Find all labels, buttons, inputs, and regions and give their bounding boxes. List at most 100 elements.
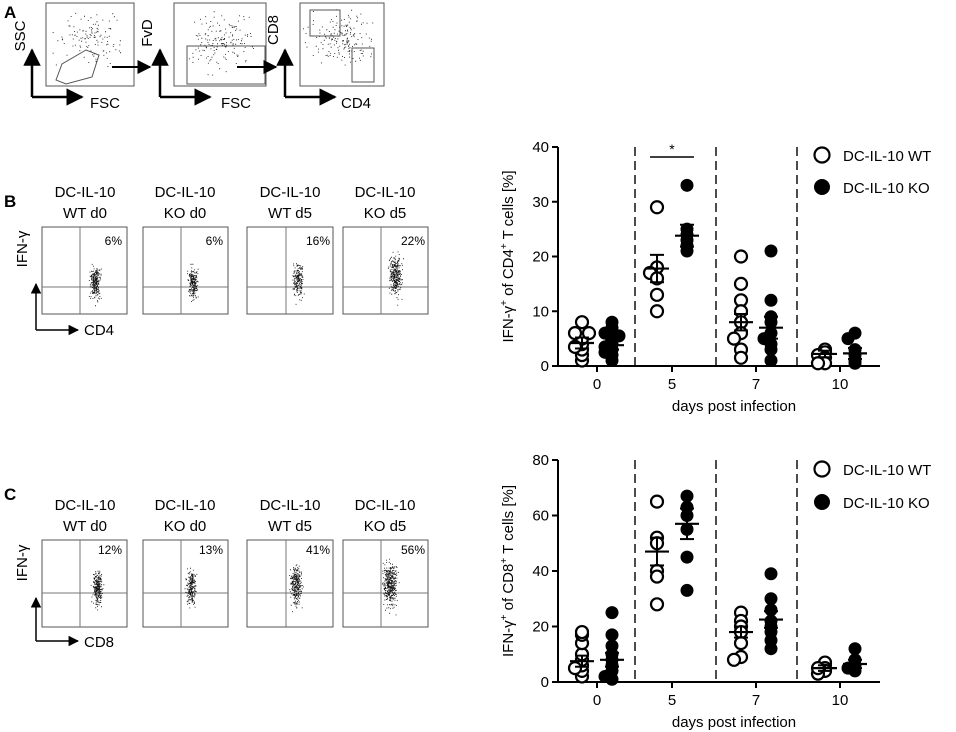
- plot-title-line-2: KO d5: [364, 518, 407, 535]
- scatter-dots: [184, 567, 198, 609]
- plot-frame: [41, 539, 128, 628]
- plot-title-line-2: WT d5: [268, 518, 312, 535]
- data-point: [733, 276, 749, 291]
- x-axis-label: CD4: [341, 95, 371, 112]
- x-tick-label: 7: [752, 692, 760, 709]
- data-point: [841, 332, 855, 346]
- data-point: [649, 304, 665, 319]
- x-marker-label: CD4: [84, 322, 114, 339]
- legend-label: DC-IL-10 KO: [843, 495, 930, 512]
- dot-cloud: [187, 263, 199, 302]
- plot-frame: [342, 539, 429, 628]
- percent-label: 13%: [199, 543, 223, 557]
- y-tick-label: 10: [532, 303, 549, 320]
- flow-plot-b-2: DC-IL-10 KO d0 6%: [142, 184, 229, 315]
- plot-title-line-1: DC-IL-10: [55, 497, 116, 514]
- scatter-dots: [289, 564, 304, 613]
- y-tick-label: 30: [532, 194, 549, 211]
- y-tick-label: 0: [541, 358, 549, 375]
- data-point: [649, 569, 665, 584]
- plot-title-line-1: DC-IL-10: [260, 497, 321, 514]
- plot-title-line-2: WT d0: [63, 205, 107, 222]
- plot-title-line-1: DC-IL-10: [55, 184, 116, 201]
- y-tick-label: 40: [532, 563, 549, 580]
- dot-cloud: [184, 567, 198, 609]
- legend-marker: [813, 146, 831, 164]
- plot-title-line-2: KO d5: [364, 205, 407, 222]
- x-tick-label: 10: [832, 376, 849, 393]
- scatter-dots: [292, 263, 305, 305]
- x-axis-title: days post infection: [672, 714, 796, 731]
- scatter-dots: [303, 9, 374, 66]
- y-tick-label: 0: [541, 674, 549, 691]
- x-marker-label: CD8: [84, 634, 114, 651]
- data-point: [733, 636, 749, 651]
- dot-cloud: [188, 11, 254, 76]
- scatter-dots: [382, 558, 400, 616]
- plot-frame: [45, 2, 135, 87]
- plot-frame: [142, 539, 229, 628]
- data-point: [649, 597, 665, 612]
- data-point: [680, 489, 694, 503]
- plot-frame: [142, 226, 229, 315]
- dot-cloud: [52, 12, 122, 67]
- data-point: [598, 340, 612, 354]
- plot-title-line-1: DC-IL-10: [260, 184, 321, 201]
- data-point: [605, 606, 619, 620]
- gating-plot-fsc-fvd: FvD FSC: [139, 2, 267, 112]
- data-point: [810, 356, 826, 371]
- scatter-dots: [387, 251, 404, 306]
- lymphocyte-gate: [55, 49, 100, 85]
- y-tick-label: 80: [532, 452, 549, 469]
- dot-cloud: [303, 9, 374, 66]
- gating-plot-cd4-cd8: CD8 CD4: [265, 2, 385, 112]
- x-axis-label: FSC: [221, 95, 251, 112]
- data-point: [680, 550, 694, 564]
- percent-label: 56%: [401, 543, 425, 557]
- data-point: [680, 178, 694, 192]
- plot-title-line-2: KO d0: [164, 205, 207, 222]
- dot-cloud: [90, 570, 105, 611]
- data-point: [567, 661, 583, 676]
- plot-title-line-2: WT d5: [268, 205, 312, 222]
- x-tick-label: 0: [593, 376, 601, 393]
- percent-label: 12%: [98, 543, 122, 557]
- y-marker-label: IFN-γ: [14, 544, 31, 581]
- legend-marker: [814, 494, 830, 510]
- legend-label: DC-IL-10 WT: [843, 148, 931, 165]
- data-point: [733, 249, 749, 264]
- chart-ifng-cd8: 0 20 40 60 80 0 5 7 10 days post infection IFN-γ+ …: [499, 452, 931, 731]
- flow-plot-b-4: DC-IL-10 KO d5 22%: [342, 184, 429, 315]
- plot-frame: [299, 2, 385, 87]
- y-axis-title: IFN-γ+ of CD8+ T cells [%]: [499, 485, 517, 657]
- plot-frame: [173, 2, 267, 87]
- data-point: [649, 494, 665, 509]
- flow-plot-c-2: DC-IL-10 KO d0 13%: [142, 497, 229, 628]
- data-point: [567, 326, 583, 341]
- chart-ifng-cd4: 0 10 20 30 40 0 5 7 10 days post infection IFN-γ+ …: [499, 139, 931, 415]
- y-tick-label: 20: [532, 619, 549, 636]
- x-tick-label: 5: [668, 376, 676, 393]
- y-axis-label: SSC: [12, 20, 29, 51]
- data-point: [726, 331, 742, 346]
- data-point: [649, 287, 665, 302]
- dot-cloud: [387, 251, 404, 306]
- gating-plot-fsc-ssc: SSC FSC: [12, 2, 135, 112]
- data-point: [764, 567, 778, 581]
- flow-plot-b-3: DC-IL-10 WT d5 16%: [246, 184, 334, 315]
- plot-frame: [246, 539, 334, 628]
- significance-star: *: [669, 141, 675, 157]
- x-tick-label: 0: [593, 692, 601, 709]
- panel-b: B DC-IL-10 WT d0 6% DC-IL-10 KO d0 6% DC…: [4, 184, 429, 339]
- data-point: [605, 321, 619, 335]
- legend-label: DC-IL-10 KO: [843, 180, 930, 197]
- flow-plot-c-3: DC-IL-10 WT d5 41%: [246, 497, 334, 628]
- flow-plot-c-4: DC-IL-10 KO d5 56%: [342, 497, 429, 628]
- x-axis-title: days post infection: [672, 398, 796, 415]
- cd4-gate: [351, 47, 375, 83]
- data-point: [764, 244, 778, 258]
- plot-title-line-1: DC-IL-10: [355, 184, 416, 201]
- y-tick-label: 40: [532, 139, 549, 156]
- y-axis-label: CD8: [265, 15, 282, 45]
